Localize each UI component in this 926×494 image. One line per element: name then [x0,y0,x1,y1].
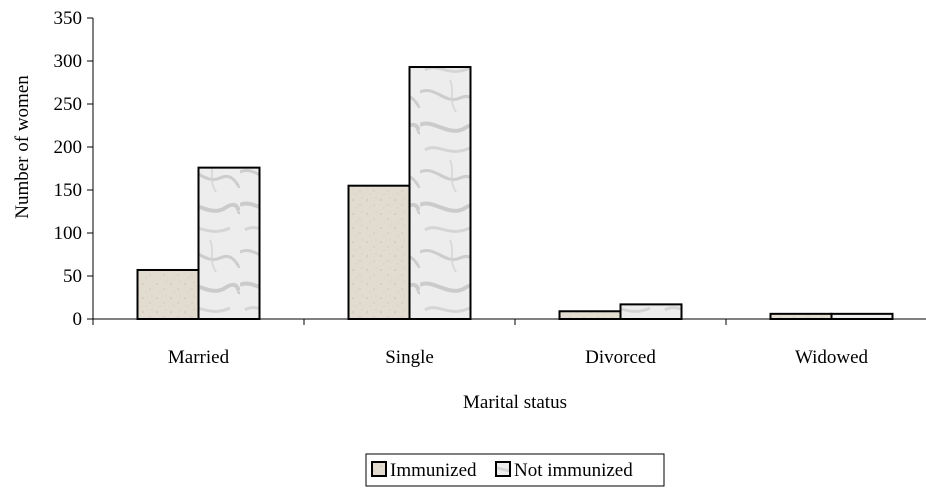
legend-swatch-immunized [372,462,386,476]
axis-labels: Number of women Marital status [12,75,567,413]
bar-immunized [560,311,621,319]
bar-not-immunized [410,67,471,319]
x-tick-label: Divorced [585,347,656,368]
bar-not-immunized [621,304,682,319]
y-tick-label: 200 [54,137,83,158]
legend-swatch-not-immunized [496,462,510,476]
bar-immunized [771,314,832,319]
x-tick-label: Widowed [795,347,869,368]
legend: Immunized Not immunized [366,454,664,486]
bar-immunized [138,270,199,319]
y-tick-label: 350 [54,8,83,29]
y-tick-label: 100 [54,223,83,244]
y-tick-label: 250 [54,94,83,115]
x-tick-label: Married [168,347,230,368]
bar-not-immunized [199,168,260,319]
legend-label: Not immunized [514,460,633,481]
y-tick-label: 50 [63,266,82,287]
bars [138,67,893,319]
y-tick-label: 300 [54,51,83,72]
legend-label: Immunized [390,460,477,481]
bar-not-immunized [832,314,893,319]
y-tick-label: 0 [73,309,83,330]
y-tick-label: 150 [54,180,83,201]
x-axis-title: Marital status [463,392,567,413]
y-axis-title: Number of women [12,75,33,219]
bar-immunized [349,186,410,319]
x-tick-label: Single [385,347,434,368]
